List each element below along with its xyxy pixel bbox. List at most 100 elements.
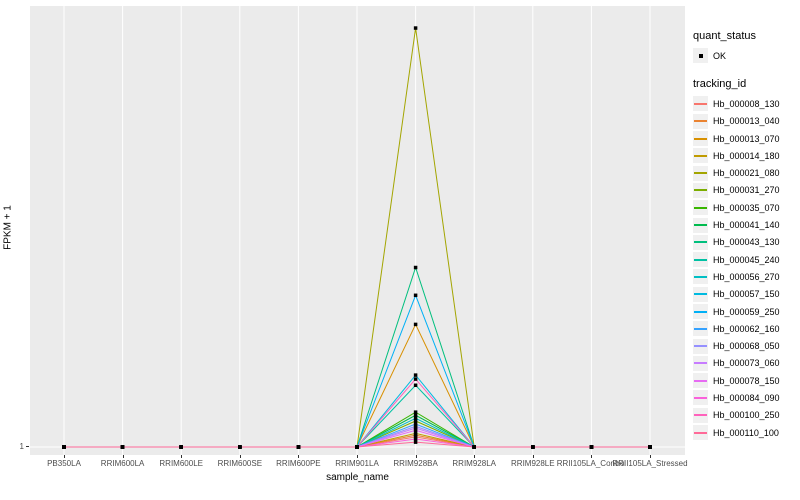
data-point [413, 431, 418, 436]
data-point [413, 422, 418, 426]
legend-item-label: Hb_000059_250 [713, 306, 780, 317]
data-point [413, 426, 418, 430]
legend-item-label: Hb_000078_150 [713, 375, 780, 386]
x-tick-mark [357, 455, 358, 458]
legend-item-Hb_000059_250: Hb_000059_250 [693, 303, 799, 320]
legend-item-label: Hb_000068_050 [713, 341, 780, 352]
legend-key-line [694, 362, 707, 365]
legend-item-Hb_000100_250: Hb_000100_250 [693, 407, 799, 424]
data-point [413, 435, 418, 439]
data-point [120, 445, 125, 449]
data-point [413, 413, 418, 417]
legend-item-Hb_000084_090: Hb_000084_090 [693, 389, 799, 406]
legend-item-Hb_000110_100: Hb_000110_100 [693, 424, 799, 441]
x-tick-mark [415, 455, 417, 458]
data-point [531, 445, 535, 449]
legend-key-box [693, 355, 708, 371]
legend-item-label: Hb_000021_080 [713, 168, 780, 179]
legend-tracking-id: tracking_id Hb_000008_130 Hb_000013_040 Hb… [693, 78, 799, 441]
legend-item-Hb_000056_270: Hb_000056_270 [693, 268, 799, 285]
legend-item-Hb_000057_150: Hb_000057_150 [693, 286, 799, 303]
legend-key-line [694, 345, 707, 348]
legend-item-label: Hb_000062_160 [713, 323, 780, 334]
data-point [413, 419, 418, 423]
data-point [413, 265, 418, 270]
x-tick-label-RRII105LA_Control: RRII105LA_Control [556, 459, 627, 468]
legend-key-box [693, 113, 708, 129]
legend-key-box [693, 217, 708, 233]
legend-key-line [694, 224, 707, 227]
legend-key-line [694, 327, 707, 330]
legend-key-box [693, 269, 708, 285]
legend-item-label: Hb_000073_060 [713, 358, 780, 369]
legend-key-box [693, 304, 708, 319]
legend-key-box [693, 407, 708, 423]
legend-key-line [694, 206, 707, 209]
legend-item-Hb_000041_140: Hb_000041_140 [693, 216, 799, 233]
legend-item-Hb_000035_070: Hb_000035_070 [693, 199, 799, 216]
legend-key-box [693, 425, 708, 441]
legend-tracking-entries: Hb_000008_130 Hb_000013_040 Hb_000013_070 H… [693, 95, 799, 441]
legend-item-label: Hb_000008_130 [713, 98, 780, 109]
legend-key-line [694, 102, 707, 105]
legend-key-line [694, 396, 707, 399]
legend-key-line [694, 293, 707, 296]
x-tick-label-RRIM928LE: RRIM928LE [511, 459, 555, 468]
x-tick-label-RRII105LA_Stressed: RRII105LA_Stressed [612, 459, 688, 468]
x-tick-mark [474, 455, 476, 458]
x-tick-label-RRIM600LE: RRIM600LE [159, 459, 203, 468]
data-point [413, 437, 418, 441]
x-tick-mark [64, 455, 65, 458]
data-point [296, 445, 301, 449]
legend-title-quant-status: quant_status [693, 30, 756, 42]
x-tick-label-RRIM600PE: RRIM600PE [276, 459, 321, 468]
x-tick-label-RRIM600SE: RRIM600SE [217, 459, 263, 468]
legend-key-box [693, 48, 708, 64]
y-axis-title: FPKM + 1 [2, 205, 14, 250]
legend-key-box [693, 390, 708, 406]
legend-item-Hb_000078_150: Hb_000078_150 [693, 372, 799, 389]
data-point [413, 440, 418, 444]
legend-key-box [693, 148, 708, 164]
legend-key-box [693, 165, 708, 181]
legend-title-tracking-id: tracking_id [693, 78, 747, 91]
legend-key-line [694, 241, 707, 244]
legend-item-Hb_000031_270: Hb_000031_270 [693, 182, 799, 199]
data-point [589, 445, 594, 449]
x-tick-mark [298, 455, 300, 458]
legend-key-box [693, 131, 708, 147]
x-tick-mark [650, 455, 651, 458]
legend-key-line [694, 137, 707, 140]
plot-area [30, 6, 685, 455]
data-point [413, 433, 418, 437]
legend-key-box [693, 252, 708, 268]
legend-item-label: Hb_000100_250 [713, 410, 780, 421]
legend-item-Hb_000045_240: Hb_000045_240 [693, 251, 799, 268]
x-tick-mark [181, 455, 183, 458]
legend-key-box [693, 321, 708, 337]
data-point [413, 322, 418, 327]
legend-item-label: Hb_000014_180 [713, 150, 780, 161]
data-point [413, 26, 418, 30]
data-point [413, 424, 418, 429]
data-point [355, 445, 359, 449]
legend-key-line [694, 414, 707, 417]
legend-item-Hb_000021_080: Hb_000021_080 [693, 164, 799, 181]
legend-key-line [694, 258, 707, 261]
x-tick-label-PB350LA: PB350LA [47, 459, 81, 468]
legend-item-label: Hb_000043_130 [713, 237, 780, 248]
data-point [472, 445, 476, 449]
legend-key-line [694, 120, 707, 123]
legend-item-label: Hb_000057_150 [713, 289, 780, 300]
data-point [413, 293, 418, 298]
legend-key-box [693, 234, 708, 250]
x-tick-label-RRIM901LA: RRIM901LA [335, 459, 379, 468]
x-tick-mark [532, 455, 534, 458]
legend-key-line [694, 275, 707, 278]
legend-item-label: Hb_000013_070 [713, 133, 780, 144]
legend-item-label: Hb_000110_100 [713, 427, 779, 438]
data-point [413, 416, 418, 421]
legend-item-label: Hb_000056_270 [713, 271, 780, 282]
ok-point-icon [698, 53, 703, 58]
